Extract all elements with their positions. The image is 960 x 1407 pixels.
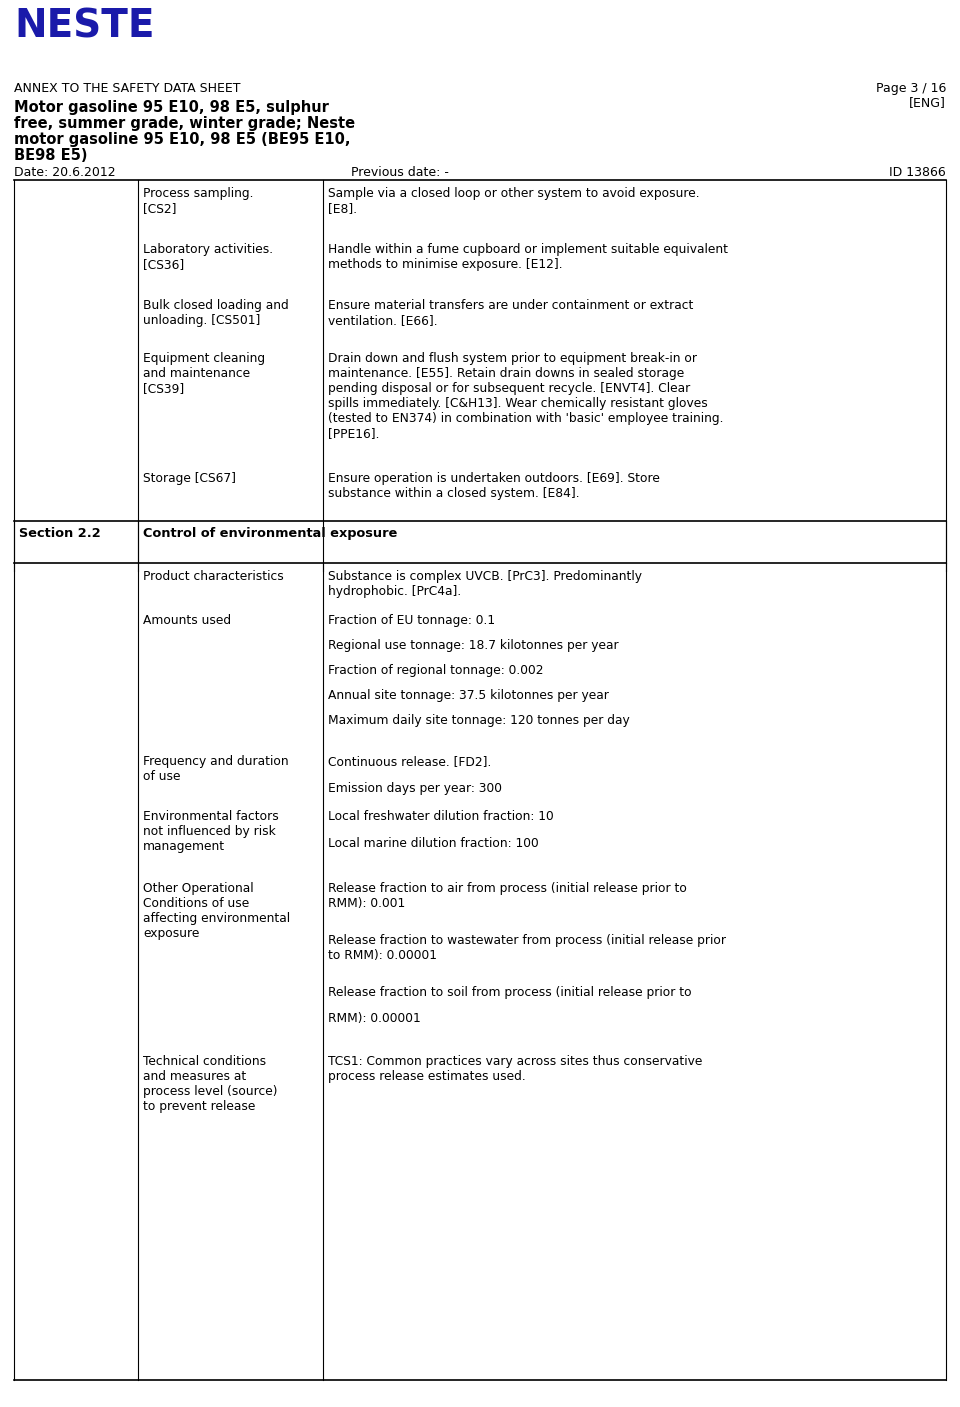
Text: Fraction of EU tonnage: 0.1: Fraction of EU tonnage: 0.1 — [328, 613, 495, 628]
Text: Maximum daily site tonnage: 120 tonnes per day: Maximum daily site tonnage: 120 tonnes p… — [328, 713, 630, 727]
Text: Other Operational
Conditions of use
affecting environmental
exposure: Other Operational Conditions of use affe… — [143, 882, 290, 940]
Text: Local freshwater dilution fraction: 10: Local freshwater dilution fraction: 10 — [328, 810, 554, 823]
Text: ID 13866: ID 13866 — [889, 166, 946, 179]
Text: TCS1: Common practices vary across sites thus conservative
process release estim: TCS1: Common practices vary across sites… — [328, 1055, 703, 1083]
Text: Frequency and duration
of use: Frequency and duration of use — [143, 756, 289, 784]
Text: Previous date: -: Previous date: - — [351, 166, 449, 179]
Text: Equipment cleaning
and maintenance
[CS39]: Equipment cleaning and maintenance [CS39… — [143, 352, 265, 395]
Text: Technical conditions
and measures at
process level (source)
to prevent release: Technical conditions and measures at pro… — [143, 1055, 277, 1113]
Text: Bulk closed loading and
unloading. [CS501]: Bulk closed loading and unloading. [CS50… — [143, 300, 289, 326]
Text: Annual site tonnage: 37.5 kilotonnes per year: Annual site tonnage: 37.5 kilotonnes per… — [328, 689, 609, 702]
Text: motor gasoline 95 E10, 98 E5 (BE95 E10,: motor gasoline 95 E10, 98 E5 (BE95 E10, — [14, 132, 350, 146]
Text: Process sampling.
[CS2]: Process sampling. [CS2] — [143, 187, 253, 215]
Text: Release fraction to wastewater from process (initial release prior
to RMM): 0.00: Release fraction to wastewater from proc… — [328, 934, 726, 962]
Text: Product characteristics: Product characteristics — [143, 570, 284, 582]
Text: RMM): 0.00001: RMM): 0.00001 — [328, 1012, 420, 1026]
Text: Page 3 / 16: Page 3 / 16 — [876, 82, 946, 96]
Text: Ensure operation is undertaken outdoors. [E69]. Store
substance within a closed : Ensure operation is undertaken outdoors.… — [328, 471, 660, 499]
Text: Regional use tonnage: 18.7 kilotonnes per year: Regional use tonnage: 18.7 kilotonnes pe… — [328, 639, 618, 651]
Text: [ENG]: [ENG] — [909, 96, 946, 108]
Text: Environmental factors
not influenced by risk
management: Environmental factors not influenced by … — [143, 810, 278, 853]
Text: Emission days per year: 300: Emission days per year: 300 — [328, 782, 502, 795]
Text: Handle within a fume cupboard or implement suitable equivalent
methods to minimi: Handle within a fume cupboard or impleme… — [328, 243, 728, 272]
Text: Storage [CS67]: Storage [CS67] — [143, 471, 236, 485]
Text: free, summer grade, winter grade; Neste: free, summer grade, winter grade; Neste — [14, 115, 355, 131]
Text: Laboratory activities.
[CS36]: Laboratory activities. [CS36] — [143, 243, 274, 272]
Text: NESTE: NESTE — [14, 8, 155, 46]
Text: BE98 E5): BE98 E5) — [14, 148, 87, 163]
Text: Section 2.2: Section 2.2 — [19, 528, 101, 540]
Text: Release fraction to soil from process (initial release prior to: Release fraction to soil from process (i… — [328, 986, 691, 999]
Text: Sample via a closed loop or other system to avoid exposure.
[E8].: Sample via a closed loop or other system… — [328, 187, 700, 215]
Text: Local marine dilution fraction: 100: Local marine dilution fraction: 100 — [328, 837, 539, 850]
Text: Control of environmental exposure: Control of environmental exposure — [143, 528, 397, 540]
Text: Fraction of regional tonnage: 0.002: Fraction of regional tonnage: 0.002 — [328, 664, 543, 677]
Text: Drain down and flush system prior to equipment break-in or
maintenance. [E55]. R: Drain down and flush system prior to equ… — [328, 352, 724, 440]
Text: Motor gasoline 95 E10, 98 E5, sulphur: Motor gasoline 95 E10, 98 E5, sulphur — [14, 100, 329, 115]
Text: Date: 20.6.2012: Date: 20.6.2012 — [14, 166, 115, 179]
Text: Substance is complex UVCB. [PrC3]. Predominantly
hydrophobic. [PrC4a].: Substance is complex UVCB. [PrC3]. Predo… — [328, 570, 642, 598]
Text: Release fraction to air from process (initial release prior to
RMM): 0.001: Release fraction to air from process (in… — [328, 882, 686, 910]
Text: Continuous release. [FD2].: Continuous release. [FD2]. — [328, 756, 492, 768]
Text: Ensure material transfers are under containment or extract
ventilation. [E66].: Ensure material transfers are under cont… — [328, 300, 693, 326]
Text: ANNEX TO THE SAFETY DATA SHEET: ANNEX TO THE SAFETY DATA SHEET — [14, 82, 241, 96]
Text: Amounts used: Amounts used — [143, 613, 231, 628]
